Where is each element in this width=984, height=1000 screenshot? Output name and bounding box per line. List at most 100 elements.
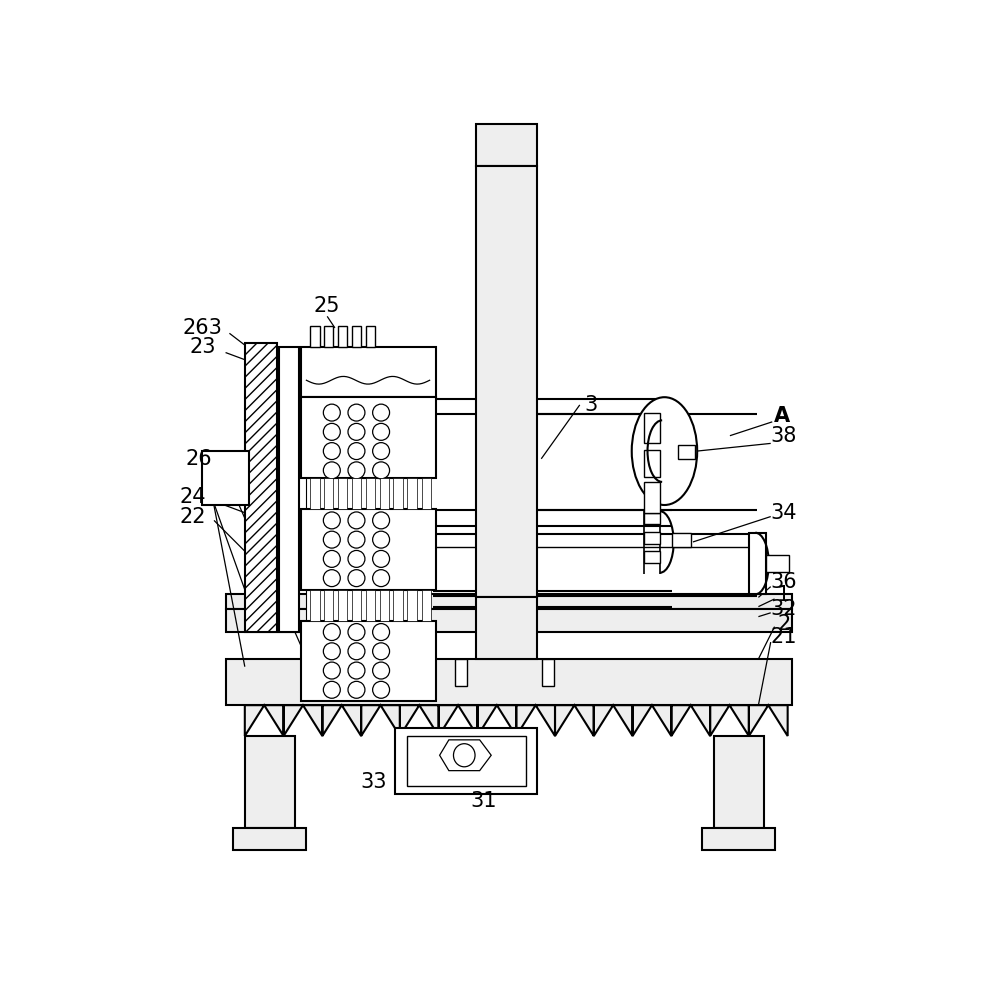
Text: 26: 26 (185, 449, 212, 469)
Bar (645, 551, 660, 563)
Circle shape (348, 443, 365, 460)
Bar (672, 533, 691, 547)
Bar (645, 482, 660, 513)
Circle shape (348, 624, 365, 641)
Text: 1: 1 (777, 585, 790, 605)
Bar (310, 478, 320, 509)
Bar (310, 590, 320, 620)
Bar (703, 828, 775, 850)
Bar (324, 590, 334, 620)
Circle shape (373, 550, 390, 567)
Bar (749, 533, 767, 594)
Bar (338, 590, 347, 620)
Bar (678, 445, 696, 459)
Circle shape (373, 531, 390, 548)
Circle shape (373, 681, 390, 698)
Bar (338, 478, 347, 509)
Text: 32: 32 (770, 599, 797, 619)
Text: A: A (773, 406, 789, 426)
Bar (476, 124, 537, 166)
Bar (301, 509, 436, 590)
Bar (245, 736, 295, 828)
Circle shape (324, 624, 340, 641)
Bar (366, 478, 375, 509)
Text: 3: 3 (584, 395, 598, 415)
Circle shape (373, 443, 390, 460)
Bar (324, 326, 334, 347)
Bar (301, 397, 436, 478)
Circle shape (373, 662, 390, 679)
Circle shape (324, 570, 340, 587)
Circle shape (373, 462, 390, 479)
Bar (380, 478, 389, 509)
Bar (767, 555, 789, 572)
Text: 24: 24 (180, 487, 207, 507)
Bar (406, 736, 525, 786)
Bar (476, 597, 537, 659)
Circle shape (348, 423, 365, 440)
Bar (301, 620, 436, 701)
Bar (306, 478, 430, 509)
Bar (310, 326, 320, 347)
Circle shape (373, 512, 390, 529)
Bar (245, 343, 277, 632)
Bar (394, 590, 402, 620)
Bar (455, 659, 466, 686)
Bar (352, 326, 361, 347)
Bar (645, 450, 660, 477)
Circle shape (373, 624, 390, 641)
Bar (352, 590, 361, 620)
Circle shape (348, 643, 365, 660)
Circle shape (348, 681, 365, 698)
Text: 22: 22 (180, 507, 207, 527)
Circle shape (324, 512, 340, 529)
Text: 23: 23 (189, 337, 215, 357)
Bar (380, 590, 389, 620)
Circle shape (324, 643, 340, 660)
Bar (422, 478, 431, 509)
Bar (713, 736, 764, 828)
Bar (542, 659, 554, 686)
Text: 2: 2 (777, 614, 790, 634)
Circle shape (324, 443, 340, 460)
Circle shape (348, 570, 365, 587)
Bar (279, 347, 299, 632)
Bar (225, 609, 791, 632)
Polygon shape (245, 705, 787, 736)
Bar (407, 478, 416, 509)
Bar (407, 590, 416, 620)
Circle shape (348, 512, 365, 529)
Bar (366, 326, 375, 347)
Circle shape (324, 462, 340, 479)
Circle shape (373, 423, 390, 440)
Bar (306, 590, 430, 620)
Ellipse shape (454, 744, 475, 767)
Ellipse shape (632, 397, 698, 505)
Text: 36: 36 (770, 572, 797, 592)
Circle shape (348, 662, 365, 679)
Bar (352, 478, 361, 509)
Bar (366, 590, 375, 620)
Circle shape (373, 404, 390, 421)
Bar (394, 478, 402, 509)
Bar (203, 451, 249, 505)
Text: 31: 31 (470, 791, 497, 811)
Bar (476, 166, 537, 597)
Text: 38: 38 (770, 426, 797, 446)
Circle shape (324, 404, 340, 421)
Bar (301, 347, 436, 397)
Circle shape (324, 550, 340, 567)
Text: 33: 33 (360, 772, 387, 792)
Circle shape (324, 531, 340, 548)
Bar (645, 513, 660, 524)
Bar (225, 659, 791, 705)
Text: 25: 25 (314, 296, 340, 316)
Circle shape (348, 531, 365, 548)
Circle shape (348, 550, 365, 567)
Circle shape (373, 643, 390, 660)
Bar (645, 413, 660, 443)
Circle shape (324, 662, 340, 679)
Circle shape (348, 462, 365, 479)
Bar (338, 326, 347, 347)
Circle shape (324, 423, 340, 440)
